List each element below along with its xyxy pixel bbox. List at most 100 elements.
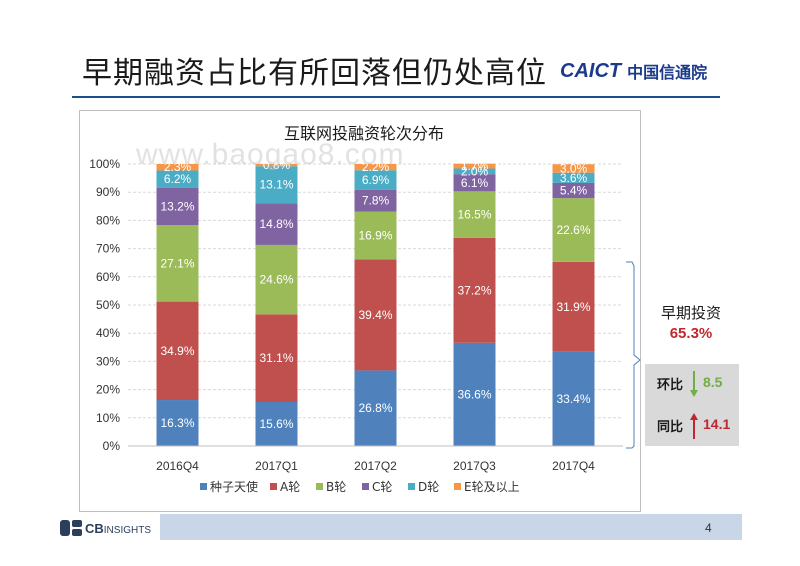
x-tick-label: 2017Q2: [354, 459, 397, 473]
data-label: 26.8%: [358, 401, 392, 415]
x-tick-label: 2017Q4: [552, 459, 595, 473]
legend-label: D轮: [418, 480, 439, 494]
bar-segment: [255, 402, 298, 446]
bar-segment: [354, 259, 397, 371]
cb-insights-mark-icon: [60, 520, 82, 536]
data-label: 31.9%: [556, 300, 590, 314]
y-tick-label: 90%: [96, 185, 120, 199]
y-tick-label: 70%: [96, 242, 120, 256]
legend-swatch: [362, 483, 369, 490]
y-tick-label: 60%: [96, 270, 120, 284]
cb-insights-text: CBINSIGHTS: [85, 520, 152, 536]
qoq-row: 环比 8.5: [645, 364, 739, 404]
bar-segment: [156, 225, 199, 302]
data-label: 27.1%: [160, 256, 194, 270]
data-label: 36.6%: [457, 387, 491, 401]
data-label: 6.1%: [461, 176, 489, 190]
y-tick-label: 20%: [96, 383, 120, 397]
bar-segment: [255, 164, 298, 167]
data-label: 2.2%: [362, 160, 390, 174]
bar-segment: [354, 211, 397, 260]
early-stage-value: 65.3%: [669, 325, 713, 342]
bar-segment: [255, 244, 298, 315]
bar-segment: [552, 164, 595, 173]
bar-segment: [453, 191, 496, 238]
data-label: 37.2%: [457, 283, 491, 297]
data-label: 5.4%: [560, 184, 588, 198]
data-label: 33.4%: [556, 392, 590, 406]
x-tick-label: 2017Q3: [453, 459, 496, 473]
legend-label: C轮: [372, 480, 392, 494]
legend-swatch: [200, 483, 207, 490]
data-label: 6.2%: [164, 172, 192, 186]
cb-insights-logo: CBINSIGHTS: [60, 518, 151, 538]
bar-segment: [156, 301, 199, 401]
data-label: 7.8%: [362, 194, 390, 208]
data-label: 31.1%: [259, 351, 293, 365]
bar-segment: [453, 237, 496, 343]
x-tick-label: 2017Q1: [255, 459, 298, 473]
yoy-value: 14.1: [703, 416, 731, 432]
bar-segment: [552, 182, 595, 199]
down-arrow-icon: [690, 371, 698, 397]
brand-chinese-text: 中国信通院: [627, 63, 708, 82]
bar-segment: [552, 198, 595, 262]
legend-swatch: [316, 483, 323, 490]
bar-segment: [354, 170, 397, 190]
legend-label: E轮及以上: [464, 480, 520, 494]
bar-segment: [453, 342, 496, 446]
legend-label: 种子天使: [210, 479, 258, 494]
x-tick-label: 2016Q4: [156, 459, 199, 473]
data-label: 3.0%: [560, 162, 588, 176]
bar-segment: [255, 314, 298, 403]
early-stage-bracket: [626, 261, 641, 449]
change-box: 环比 8.5 同比 14.1: [645, 364, 739, 446]
data-label: 6.9%: [362, 173, 390, 187]
data-label: 2.0%: [461, 164, 489, 178]
bar-segment: [354, 164, 397, 171]
y-tick-label: 10%: [96, 411, 120, 425]
bar-segment: [453, 174, 496, 192]
y-tick-label: 40%: [96, 326, 120, 340]
brand-latin-text: CAICT: [560, 59, 622, 82]
data-label: 3.6%: [560, 171, 588, 185]
data-label: 14.8%: [259, 217, 293, 231]
y-tick-label: 50%: [96, 298, 120, 312]
bar-segment: [255, 203, 298, 245]
bar-segment: [354, 370, 397, 446]
bar-segment: [453, 163, 496, 169]
header-divider: [72, 96, 720, 98]
legend-swatch: [454, 483, 461, 490]
up-arrow-icon: [690, 413, 698, 439]
data-label: 0.8%: [263, 158, 291, 172]
data-label: 16.3%: [160, 416, 194, 430]
data-label: 2.3%: [164, 160, 192, 174]
bar-segment: [255, 166, 298, 204]
data-label: 15.6%: [259, 417, 293, 431]
slide-title: 早期融资占比有所回落但仍处高位: [82, 56, 547, 91]
data-label: 13.1%: [259, 178, 293, 192]
bar-segment: [453, 168, 496, 175]
bar-segment: [552, 351, 595, 446]
data-label: 22.6%: [556, 223, 590, 237]
y-tick-label: 100%: [89, 157, 120, 171]
y-tick-label: 80%: [96, 213, 120, 227]
data-label: 16.9%: [358, 228, 392, 242]
page-number: 4: [705, 521, 712, 535]
footer-bar: [160, 514, 742, 540]
bar-segment: [354, 189, 397, 212]
early-stage-label: 早期投资: [660, 304, 721, 322]
data-label: 24.6%: [259, 273, 293, 287]
bar-segment: [156, 400, 199, 446]
legend-label: A轮: [280, 480, 300, 494]
yoy-label: 同比: [657, 420, 684, 435]
legend-label: B轮: [326, 480, 346, 494]
data-label: 16.5%: [457, 208, 491, 222]
early-stage-callout: 早期投资 65.3%: [648, 302, 734, 342]
data-label: 13.2%: [160, 200, 194, 214]
bar-segment: [156, 187, 199, 226]
caict-logo: CAICT 中国信通院: [560, 58, 707, 84]
legend-swatch: [408, 483, 415, 490]
bar-segment: [156, 164, 199, 171]
